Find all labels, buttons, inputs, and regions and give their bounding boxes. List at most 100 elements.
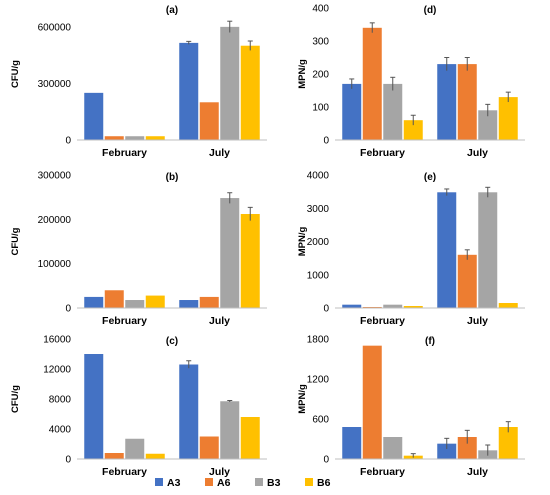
x-category-label: February [360,147,405,159]
bar-A6-july [199,436,219,459]
legend-label-B6: B6 [317,477,331,489]
bar-A6-july [199,102,219,140]
bar-A3-july [437,443,457,459]
y-tick-label: 2000 [307,237,330,248]
bar-A3-february [84,92,104,140]
bar-B6-july [240,45,260,140]
bar-B3-july [220,26,240,140]
bar-B3-february [383,437,403,459]
bar-B6-february [145,136,165,140]
bar-A3-july [437,64,457,140]
bar-A3-february [342,304,362,308]
bar-A3-july [179,364,199,459]
x-category-label: February [102,315,147,327]
x-category-label: July [209,147,230,159]
y-tick-label: 0 [323,136,329,147]
y-axis-label: MPN/g [297,59,308,89]
x-category-label: February [102,147,147,159]
bar-B3-july [478,192,498,308]
bar-A6-february [104,290,124,308]
y-tick-label: 100000 [38,259,72,270]
y-tick-label: 0 [65,304,71,315]
y-tick-label: 1800 [307,335,330,346]
legend-swatch-B3 [255,478,263,486]
chart-panel-6: 0 600 1200 1800 MPN/g (f) February July [297,335,525,478]
panel-title: (b) [166,172,179,183]
bar-A3-july [179,42,199,141]
panel-title: (a) [166,5,178,16]
y-tick-label: 16000 [43,335,71,346]
bar-B6-july [498,303,518,308]
y-tick-label: 0 [323,304,329,315]
bar-A3-february [342,427,362,459]
bar-B3-february [125,438,145,459]
bar-B6-july [240,214,260,308]
y-tick-label: 4000 [49,425,72,436]
legend: A3 A6 B3 B6 [155,477,331,489]
bar-A3-february [84,296,104,308]
bar-B6-february [403,306,423,308]
bar-A6-july [457,254,477,308]
y-axis-label: MPN/g [297,384,308,414]
y-axis-label: CFU/g [10,385,21,413]
y-tick-label: 1000 [307,270,330,281]
legend-swatch-B6 [305,478,313,486]
legend-label-B3: B3 [267,477,281,489]
bar-B3-february [125,300,145,308]
x-category-label: July [467,466,488,478]
bar-A6-february [104,136,124,140]
bar-B3-july [478,110,498,140]
x-category-label: February [360,466,405,478]
legend-label-A6: A6 [217,477,231,489]
panel-title: (c) [166,336,178,347]
bar-A3-february [84,354,104,459]
y-axis-label: MPN/g [297,227,308,257]
x-category-label: February [102,466,147,478]
y-tick-label: 300000 [38,171,72,182]
legend-swatch-A3 [155,478,163,486]
bar-B3-july [220,198,240,308]
y-tick-label: 3000 [307,204,330,215]
y-tick-label: 200000 [38,215,72,226]
bar-B6-july [498,97,518,140]
panel-title: (e) [424,172,436,183]
bar-B6-july [498,427,518,459]
bar-A6-july [199,296,219,308]
legend-swatch-A6 [205,478,213,486]
chart-panel-3: 0 100000 200000 300000 CFU/g (b) February July [10,171,267,327]
bar-B3-february [125,136,145,140]
panel-title: (f) [425,336,435,347]
bar-A3-february [342,83,362,140]
y-tick-label: 300 [312,37,329,48]
bar-A6-february [104,453,124,459]
y-tick-label: 600000 [38,22,72,33]
bar-B6-february [403,120,423,140]
bar-B3-july [220,401,240,459]
chart-panel-2: 0 100 200 300 400 MPN/g (d) February July [297,4,525,159]
x-category-label: July [209,466,230,478]
chart-panel-5: 0 4000 8000 12000 16000 CFU/g (c) February July [10,335,267,478]
y-tick-label: 8000 [49,395,72,406]
x-category-label: July [209,315,230,327]
legend-label-A3: A3 [167,477,181,489]
bar-A3-july [179,300,199,308]
bar-A6-july [457,437,477,459]
bar-B6-july [240,417,260,459]
y-axis-label: CFU/g [10,227,21,255]
bar-B3-february [383,304,403,308]
y-tick-label: 1200 [307,375,330,386]
y-tick-label: 0 [65,455,71,466]
y-tick-label: 600 [312,415,329,426]
bar-B6-february [145,453,165,459]
y-axis-label: CFU/g [10,60,21,88]
y-tick-label: 0 [65,136,71,147]
y-tick-label: 100 [312,103,329,114]
bar-A3-july [437,192,457,308]
bar-A6-february [362,27,382,140]
bar-B3-february [383,83,403,140]
y-tick-label: 12000 [43,365,71,376]
bar-A6-july [457,64,477,140]
x-category-label: February [360,315,405,327]
